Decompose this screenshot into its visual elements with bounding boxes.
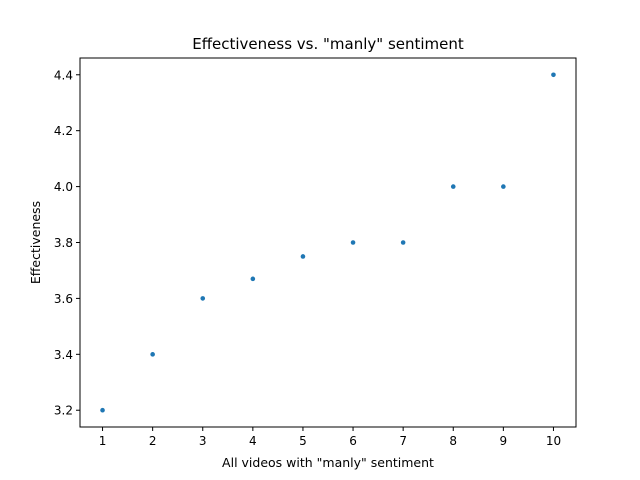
x-tick-label: 7 xyxy=(399,434,407,448)
y-tick-label: 4.4 xyxy=(54,68,73,82)
y-axis-label: Effectiveness xyxy=(28,201,43,284)
data-point xyxy=(450,184,456,189)
plot-area xyxy=(100,72,556,413)
y-tick-label: 3.6 xyxy=(54,292,73,306)
data-point xyxy=(300,254,306,259)
x-tick-label: 2 xyxy=(149,434,157,448)
y-tick-label: 3.4 xyxy=(54,348,73,362)
x-tick-label: 4 xyxy=(249,434,257,448)
data-point xyxy=(551,72,556,78)
x-axis-label: All videos with "manly" sentiment xyxy=(222,455,434,470)
data-point xyxy=(100,407,105,413)
data-point xyxy=(250,276,256,282)
x-tick-label: 9 xyxy=(500,434,508,448)
chart-title: Effectiveness vs. "manly" sentiment xyxy=(192,35,464,53)
data-point xyxy=(150,352,155,357)
y-tick-label: 4.2 xyxy=(54,124,73,138)
x-tick-label: 5 xyxy=(299,434,307,448)
x-tick-label: 6 xyxy=(349,434,357,448)
data-point xyxy=(200,296,206,301)
data-point xyxy=(350,240,356,245)
y-tick-label: 3.2 xyxy=(54,404,73,418)
x-tick-label: 10 xyxy=(546,434,561,448)
x-tick-label: 8 xyxy=(449,434,457,448)
x-tick-label: 3 xyxy=(199,434,207,448)
x-tick-label: 1 xyxy=(99,434,107,448)
y-tick-label: 3.8 xyxy=(54,236,73,250)
data-point xyxy=(501,184,506,189)
data-point xyxy=(400,240,406,245)
y-tick-label: 4.0 xyxy=(54,180,73,194)
